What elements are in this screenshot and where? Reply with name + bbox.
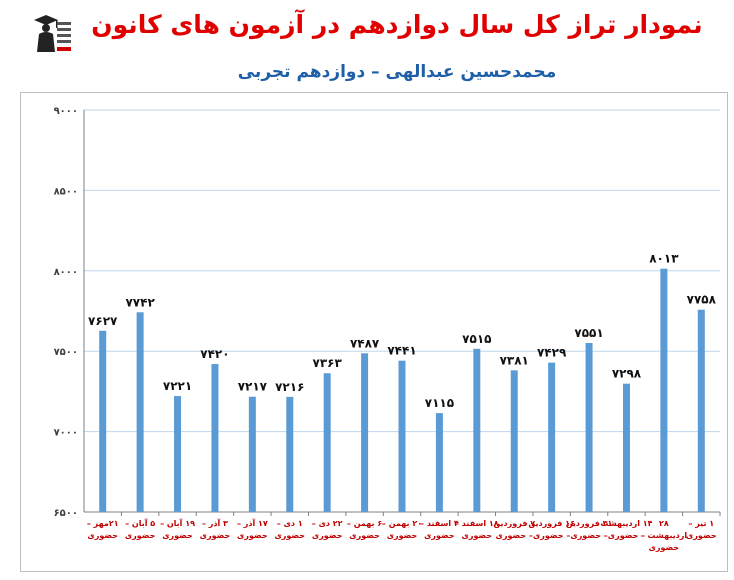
category-label-line: ۴ اسفند – (420, 519, 459, 528)
category-label-line: ۱۸ اسفند – (455, 519, 499, 528)
category-label-line: ۷ فروردین (493, 519, 535, 528)
category-label: ۱۶ فروردین – حضوری (528, 519, 575, 540)
category-label-line: ۲۲ دی – (312, 519, 343, 528)
category-label-line: ۲۰ بهمن – (382, 519, 422, 528)
category-label-line: – حضوری (533, 531, 570, 540)
category-label-line: حضوری (312, 531, 343, 540)
category-label-line: – حضوری (608, 531, 645, 540)
bar (99, 330, 107, 512)
y-tick-label: ۷۰۰۰ (54, 428, 78, 439)
category-label: ۳۱ فروردین – حضوری (566, 519, 613, 540)
category-label-line: – حضوری (570, 531, 607, 540)
category-label-line: حضوری (87, 531, 118, 540)
category-label-line: اردیبهشت – (641, 531, 688, 540)
bar (174, 396, 182, 512)
data-label: ۷۴۲۰ (200, 347, 229, 361)
data-label: ۷۷۴۲ (125, 295, 155, 309)
data-label: ۷۲۱۷ (238, 380, 268, 394)
category-label-line: حضوری (349, 531, 380, 540)
y-tick-label: ۸۵۰۰ (54, 186, 78, 197)
category-label: ۲۸ اردیبهشت – حضوری (641, 519, 688, 552)
category-label: ۵ آبان – حضوری (125, 518, 156, 540)
y-tick-label: ۶۵۰۰ (54, 508, 78, 519)
category-label-line: ۱ تیر – (688, 519, 714, 528)
chart-frame (20, 92, 728, 572)
category-label: ۳ آذر – حضوری (200, 518, 231, 540)
category-label-line: حضوری (424, 531, 455, 540)
data-label: ۷۵۱۵ (462, 332, 491, 346)
category-label-line: حضوری (274, 531, 305, 540)
data-label: ۷۴۲۹ (537, 346, 567, 360)
category-label: ۱۷ آذر – حضوری (237, 518, 268, 540)
category-label-line: حضوری (162, 531, 193, 540)
category-label-line: حضوری (237, 531, 268, 540)
data-label: ۷۲۱۶ (275, 380, 304, 394)
data-label: ۷۵۵۱ (574, 326, 603, 340)
category-label-line: ۱۴ اردیبهشت (600, 519, 652, 528)
category-label-line: ۶ بهمن – (347, 519, 382, 528)
data-label: ۷۱۱۵ (425, 396, 454, 410)
bar (510, 370, 518, 512)
category-label: ۷ فروردین – حضوری (493, 519, 535, 540)
category-label-line: ۱ دی – (277, 519, 303, 528)
category-label-line: ۲۱مهر – (87, 519, 119, 528)
category-label-line: حضوری (686, 531, 717, 540)
category-label: ۶ بهمن – حضوری (347, 519, 382, 540)
bar (548, 362, 556, 512)
bar (323, 373, 331, 512)
category-label-line: حضوری (200, 531, 231, 540)
chart-subtitle: محمدحسین عبدالهی – دوازدهم تجربی (237, 62, 557, 82)
category-label-line: ۱۷ آذر – (237, 518, 268, 528)
category-label-line: ۵ آبان – (125, 518, 155, 528)
category-label: ۲۰ بهمن – حضوری (382, 519, 422, 540)
data-label: ۷۳۸۱ (500, 353, 529, 367)
data-label: ۸۰۱۳ (649, 252, 679, 266)
category-label-line: ۱۹ آبان – (160, 518, 195, 528)
bar-chart: ۶۵۰۰ ۷۰۰۰ ۷۵۰۰ ۸۰۰۰ ۸۵۰۰ ۹۰۰۰ ۷۶۲۷ ۲۱مهر – حضوری… (54, 106, 721, 552)
category-label: ۱ تیر – حضوری (686, 519, 717, 540)
bar (398, 360, 406, 512)
data-label: ۷۶۲۷ (88, 314, 118, 328)
bar (286, 396, 294, 512)
bar (136, 312, 144, 512)
category-label-line: ۳۱ فروردین (566, 519, 613, 528)
data-label: ۷۴۸۷ (350, 336, 380, 350)
category-label-line: – حضوری (496, 531, 533, 540)
data-label: ۷۴۴۱ (387, 344, 416, 358)
graduate-logo-icon (30, 8, 72, 54)
category-label-line: حضوری (462, 531, 493, 540)
y-tick-label: ۸۰۰۰ (54, 267, 78, 278)
category-label: ۱ دی – حضوری (274, 519, 305, 540)
bar (697, 309, 705, 512)
category-label-line: ۲۸ (659, 519, 669, 528)
category-label: ۲۲ دی – حضوری (312, 519, 343, 540)
category-label-line: حضوری (387, 531, 418, 540)
bar (248, 396, 256, 512)
category-label: ۲۱مهر – حضوری (87, 519, 119, 540)
bar (361, 353, 369, 512)
data-label: ۷۷۵۸ (687, 293, 717, 307)
category-label-line: حضوری (125, 531, 156, 540)
bar (622, 383, 630, 512)
y-tick-label: ۹۰۰۰ (54, 106, 78, 117)
category-label: ۱۴ اردیبهشت – حضوری (600, 519, 652, 540)
data-label: ۷۳۶۳ (313, 356, 343, 370)
bar (435, 413, 443, 512)
y-tick-label: ۷۵۰۰ (54, 347, 78, 358)
category-label: ۴ اسفند – حضوری (420, 519, 459, 540)
category-label: ۱۸ اسفند – حضوری (455, 519, 499, 540)
bar (585, 342, 593, 512)
category-label-line: ۳ آذر – (202, 518, 228, 528)
category-label-line: ۱۶ فروردین (528, 519, 575, 528)
data-label: ۷۲۹۸ (612, 367, 642, 381)
category-label-line: حضوری (649, 543, 680, 552)
bar (211, 364, 219, 512)
chart-title: نمودار تراز کل سال دوازدهم در آزمون های … (91, 10, 703, 39)
data-label: ۷۲۲۱ (163, 379, 192, 393)
bar (660, 268, 668, 512)
category-label: ۱۹ آبان – حضوری (160, 518, 195, 540)
bar (473, 348, 481, 512)
